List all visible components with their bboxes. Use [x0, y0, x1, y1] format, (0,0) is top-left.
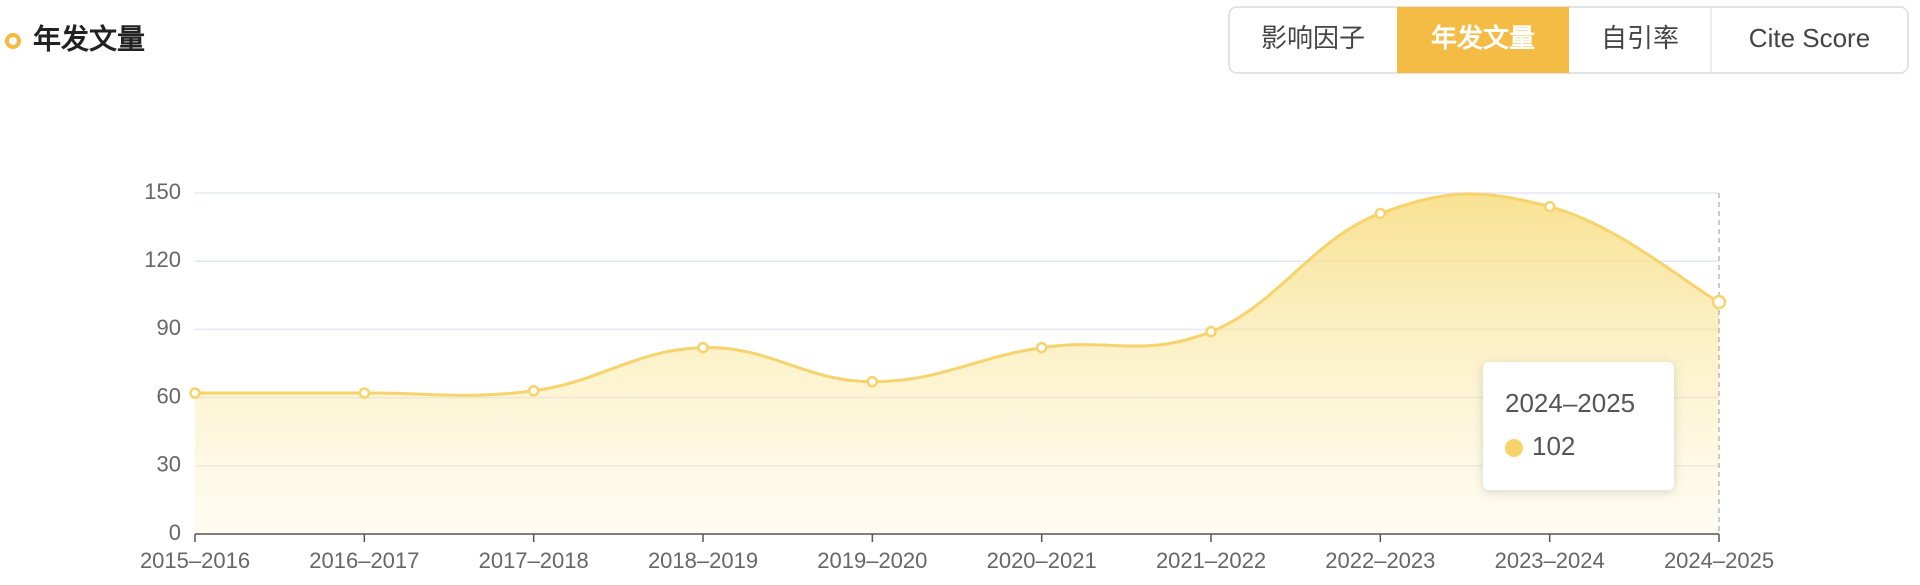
- area: [195, 193, 1719, 534]
- point: [1035, 341, 1048, 354]
- x-tick-label: 2020–2021: [987, 548, 1097, 573]
- point: [189, 387, 201, 399]
- title-icon: [5, 33, 21, 49]
- point: [866, 375, 879, 388]
- tab[interactable]: 年发文量: [1431, 23, 1535, 53]
- point: [697, 341, 709, 354]
- y-tick-label: 60: [157, 383, 181, 408]
- tab[interactable]: Cite Score: [1749, 23, 1870, 53]
- tooltip-dot: [1505, 439, 1523, 457]
- tooltip-value: 102: [1532, 431, 1575, 461]
- y-tick-label: 0: [169, 520, 181, 545]
- tooltip-box: [1483, 362, 1674, 490]
- x-tick-label: 2016–2017: [309, 548, 419, 573]
- x-tick-label: 2019–2020: [817, 548, 927, 573]
- y-tick-label: 30: [157, 452, 181, 477]
- point: [1374, 207, 1387, 220]
- point: [1205, 325, 1217, 338]
- y-tick-label: 150: [144, 179, 181, 204]
- x-tick-label: 2023–2024: [1495, 548, 1605, 573]
- tooltip-title: 2024–2025: [1505, 388, 1635, 418]
- plot: 0 30 60 90 120 150 2015–2016 2016–2017 2017–2018…: [140, 179, 1774, 573]
- y-tick-label: 90: [157, 315, 181, 340]
- section-title: 年发文量: [33, 22, 145, 54]
- tab-active-bg: [1397, 7, 1569, 73]
- x-tick-label: 2015–2016: [140, 548, 250, 573]
- tab[interactable]: 自引率: [1601, 23, 1679, 53]
- point: [1711, 294, 1727, 310]
- tab[interactable]: 影响因子: [1261, 23, 1365, 53]
- y-tick-label: 120: [144, 247, 181, 272]
- point: [358, 387, 371, 399]
- point: [1543, 200, 1556, 213]
- x-tick-label: 2018–2019: [648, 548, 758, 573]
- x-tick-label: 2021–2022: [1156, 548, 1266, 573]
- line: [194, 192, 1720, 397]
- point: [527, 385, 540, 397]
- tab-bar: 影响因子 年发文量 自引率 Cite Score: [1228, 6, 1909, 74]
- x-tick-label: 2017–2018: [479, 548, 589, 573]
- x-tick-label: 2022–2023: [1325, 548, 1435, 573]
- x-tick-label: 2024–2025: [1664, 548, 1774, 573]
